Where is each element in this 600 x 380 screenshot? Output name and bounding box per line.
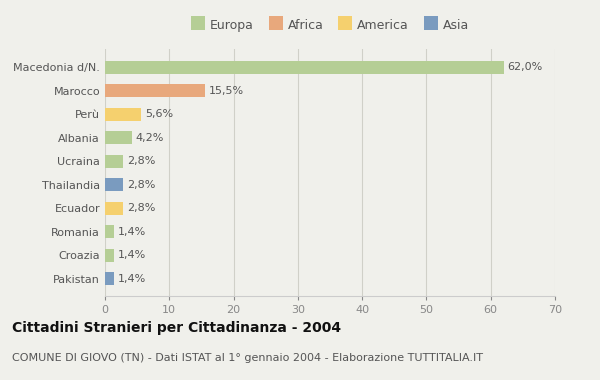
Bar [105, 225, 114, 238]
Bar [105, 178, 123, 191]
Bar [105, 108, 141, 120]
Text: 2,8%: 2,8% [127, 203, 155, 213]
Bar [105, 202, 123, 215]
Text: 1,4%: 1,4% [118, 274, 146, 284]
Bar [105, 84, 205, 97]
Text: 15,5%: 15,5% [209, 86, 244, 96]
Text: 2,8%: 2,8% [127, 180, 155, 190]
Bar [105, 61, 503, 74]
Text: 1,4%: 1,4% [118, 227, 146, 237]
Text: 62,0%: 62,0% [508, 62, 542, 72]
Text: 2,8%: 2,8% [127, 156, 155, 166]
Bar [105, 155, 123, 168]
Bar [105, 272, 114, 285]
Bar [105, 131, 132, 144]
Text: 4,2%: 4,2% [136, 133, 164, 142]
Text: 1,4%: 1,4% [118, 250, 146, 260]
Text: Cittadini Stranieri per Cittadinanza - 2004: Cittadini Stranieri per Cittadinanza - 2… [12, 321, 341, 335]
Text: 5,6%: 5,6% [145, 109, 173, 119]
Bar [105, 249, 114, 262]
Text: COMUNE DI GIOVO (TN) - Dati ISTAT al 1° gennaio 2004 - Elaborazione TUTTITALIA.I: COMUNE DI GIOVO (TN) - Dati ISTAT al 1° … [12, 353, 483, 363]
Legend: Europa, Africa, America, Asia: Europa, Africa, America, Asia [186, 14, 474, 37]
